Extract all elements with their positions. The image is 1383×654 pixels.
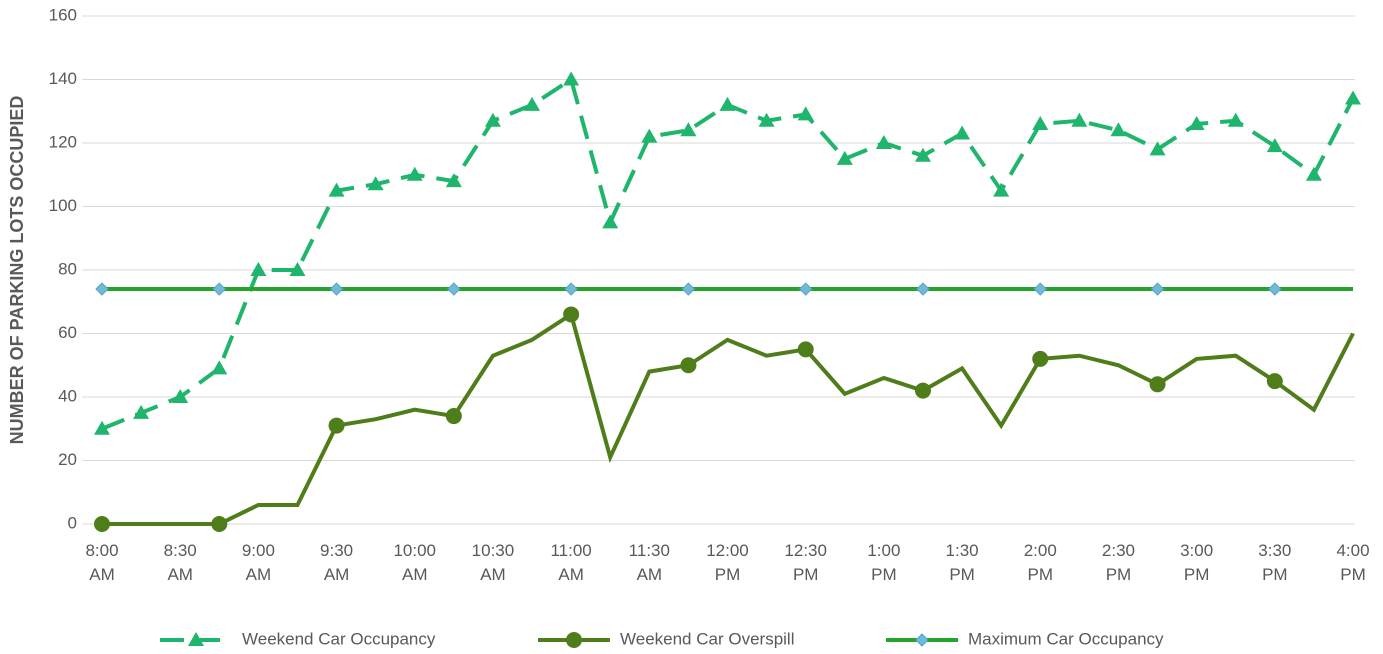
data-point	[1268, 282, 1282, 296]
series-line	[101, 76, 1355, 431]
x-tick-label: 8:30 AM	[164, 541, 197, 584]
data-point	[564, 282, 578, 296]
data-point	[914, 382, 931, 399]
x-tick-label: 12:30 PM	[784, 541, 827, 584]
data-point	[602, 214, 619, 229]
x-tick-label: 1:00 PM	[867, 541, 900, 584]
data-point	[1266, 373, 1283, 390]
data-point	[328, 417, 345, 434]
x-tick-label: 10:00 AM	[393, 541, 436, 584]
data-point	[289, 262, 306, 276]
legend-marker	[915, 633, 929, 647]
x-tick-label: 3:30 PM	[1258, 541, 1291, 584]
data-point	[1110, 122, 1127, 137]
legend-item: Maximum Car Occupancy	[886, 629, 1164, 648]
data-point	[133, 404, 150, 419]
x-tick-label: 11:00 AM	[550, 541, 591, 584]
y-tick-label: 40	[58, 386, 77, 405]
data-point	[1150, 282, 1165, 296]
data-point	[641, 128, 658, 143]
y-tick-label: 160	[49, 5, 77, 24]
data-point	[681, 282, 696, 296]
data-point	[680, 122, 697, 137]
data-point	[211, 516, 228, 532]
y-tick-label: 120	[49, 132, 77, 151]
data-point	[1033, 282, 1047, 296]
data-point	[875, 135, 892, 149]
data-point	[329, 282, 344, 296]
data-point	[1149, 376, 1166, 393]
data-point	[406, 166, 423, 181]
data-point	[211, 360, 228, 375]
data-point	[916, 282, 930, 296]
x-tick-label: 4:00 PM	[1336, 541, 1369, 584]
legend-marker	[566, 632, 582, 648]
data-point	[563, 71, 580, 86]
y-tick-label: 60	[58, 323, 77, 342]
x-tick-label: 9:00 AM	[242, 541, 275, 584]
y-tick-label: 0	[68, 513, 77, 532]
data-point	[212, 282, 226, 296]
data-point	[798, 282, 813, 296]
data-point	[1032, 350, 1049, 367]
legend-label: Maximum Car Occupancy	[968, 629, 1164, 648]
legend-label: Weekend Car Overspill	[620, 629, 794, 648]
y-tick-label: 20	[58, 450, 77, 469]
data-point	[1266, 138, 1283, 153]
data-point	[445, 408, 462, 425]
data-point	[1345, 90, 1361, 105]
data-point	[367, 176, 384, 191]
y-tick-label: 100	[49, 196, 77, 215]
y-tick-label: 80	[58, 259, 77, 278]
legend-item: Weekend Car Overspill	[538, 629, 794, 648]
data-point	[954, 125, 971, 140]
data-point	[797, 341, 814, 358]
x-tick-label: 2:00 PM	[1024, 541, 1057, 584]
legend-label: Weekend Car Occupancy	[242, 629, 436, 648]
data-point	[524, 96, 541, 111]
data-point	[836, 150, 853, 165]
data-point	[95, 282, 109, 296]
data-point	[563, 306, 580, 323]
data-point	[328, 182, 345, 197]
data-point	[758, 112, 775, 127]
data-point	[1149, 141, 1166, 156]
data-point	[993, 182, 1010, 197]
data-point	[719, 96, 736, 111]
x-tick-label: 11:30 AM	[629, 541, 670, 584]
data-point	[94, 516, 110, 532]
data-point	[484, 112, 501, 127]
legend-marker	[188, 632, 204, 646]
x-tick-label: 1:30 PM	[946, 541, 979, 584]
x-tick-label: 8:00 AM	[85, 541, 118, 584]
data-point	[1227, 112, 1244, 127]
data-point	[250, 262, 267, 276]
x-tick-label: 3:00 PM	[1180, 541, 1213, 584]
data-point	[1071, 112, 1088, 127]
x-tick-label: 9:30 AM	[320, 541, 353, 584]
x-tick-label: 10:30 AM	[472, 541, 515, 584]
data-point	[172, 389, 189, 403]
legend-item: Weekend Car Occupancy	[160, 629, 436, 648]
data-point	[797, 106, 814, 121]
y-tick-label: 140	[49, 69, 77, 88]
y-axis-label: NUMBER OF PARKING LOTS OCCUPIED	[7, 96, 27, 445]
x-tick-label: 12:00 PM	[706, 541, 749, 584]
data-point	[94, 420, 110, 435]
data-point	[1188, 115, 1205, 130]
data-point	[1032, 115, 1049, 130]
data-point	[914, 147, 931, 162]
data-point	[680, 357, 697, 374]
series-line	[102, 311, 1355, 526]
data-point	[447, 282, 461, 296]
data-point	[445, 173, 462, 188]
data-point	[1305, 166, 1322, 181]
x-tick-label: 2:30 PM	[1102, 541, 1135, 584]
